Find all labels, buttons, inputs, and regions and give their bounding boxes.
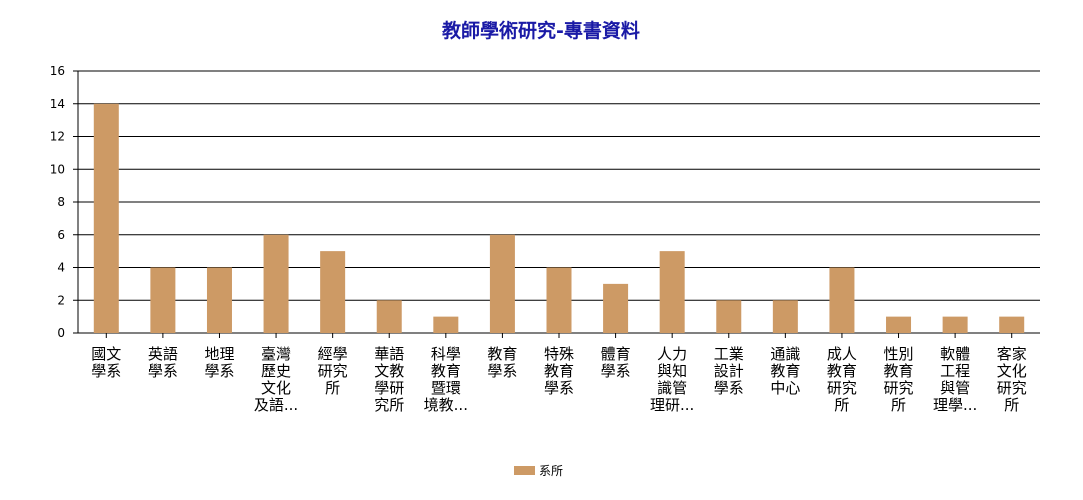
y-tick-label: 12 — [50, 130, 65, 144]
bar — [603, 283, 629, 333]
x-tick-label: 與知 — [657, 362, 687, 380]
x-tick-label: 華語 — [374, 345, 404, 363]
bar — [772, 300, 798, 333]
bar — [376, 300, 402, 333]
x-tick-label: 學系 — [714, 379, 744, 397]
x-tick-label: 人力 — [657, 345, 687, 363]
x-tick-label: 所 — [1004, 396, 1019, 414]
bar — [93, 103, 119, 333]
legend-swatch-0 — [514, 466, 535, 475]
x-tick-label: 識管 — [657, 379, 687, 397]
y-tick-label: 2 — [57, 293, 65, 307]
x-tick-label: 教育 — [770, 362, 800, 380]
x-tick-label: 教育 — [487, 345, 517, 363]
chart-title: 教師學術研究-專書資料 — [442, 19, 640, 42]
x-tick-label: 學系 — [601, 362, 631, 380]
x-tick-label: 經學 — [318, 345, 348, 363]
x-tick-label: 中心 — [770, 379, 800, 397]
x-tick-label: 境教... — [424, 396, 468, 414]
bars — [93, 103, 1025, 333]
bar — [942, 316, 968, 333]
x-tick-label: 學系 — [148, 362, 178, 380]
y-tick-label: 0 — [57, 326, 65, 340]
y-axis: 0 2 4 6 8 10 12 14 16 — [50, 64, 79, 340]
x-tick-label: 所 — [891, 396, 906, 414]
x-tick-label: 及語... — [254, 396, 298, 414]
y-tick-label: 4 — [57, 261, 65, 275]
bar — [489, 234, 515, 333]
x-tick-label: 工業 — [714, 345, 744, 363]
x-tick-label: 究所 — [374, 396, 404, 414]
x-tick-label: 設計 — [714, 362, 744, 380]
y-tick-label: 16 — [50, 64, 65, 78]
x-tick-label: 與管 — [940, 379, 970, 397]
x-tick-label: 教育 — [431, 362, 461, 380]
x-tick-label: 地理 — [204, 345, 234, 363]
x-tick-label: 所 — [325, 379, 340, 397]
x-tick-label: 體育 — [601, 345, 631, 363]
x-tick-label: 學研 — [374, 379, 404, 397]
bar — [546, 267, 572, 333]
x-tick-label: 科學 — [431, 345, 461, 363]
legend-label-0: 系所 — [539, 464, 563, 478]
x-tick-label: 教育 — [827, 362, 857, 380]
bar — [999, 316, 1025, 333]
x-tick-label: 教育 — [544, 362, 574, 380]
x-tick-label: 通識 — [770, 345, 800, 363]
x-tick-label: 英語 — [148, 345, 178, 363]
bar — [659, 251, 685, 333]
x-tick-label: 文教 — [374, 362, 404, 380]
y-tick-label: 6 — [57, 228, 65, 242]
x-tick-label: 所 — [834, 396, 849, 414]
x-tick-label: 研究 — [827, 379, 857, 397]
x-tick-label: 教育 — [884, 362, 914, 380]
x-tick-label: 理學... — [933, 396, 977, 414]
x-tick-label: 國文 — [91, 345, 121, 363]
y-tick-label: 14 — [50, 97, 65, 111]
y-tick-label: 10 — [50, 162, 65, 176]
bar — [206, 267, 232, 333]
gridlines — [78, 70, 1040, 334]
x-tick-label: 特殊 — [544, 345, 574, 363]
x-tick-label: 歷史 — [261, 362, 291, 380]
x-tick-label: 研究 — [884, 379, 914, 397]
bar — [320, 251, 346, 333]
bar — [829, 267, 855, 333]
x-tick-label: 研究 — [318, 362, 348, 380]
bar — [886, 316, 912, 333]
x-tick-label: 成人 — [827, 345, 857, 363]
x-tick-label: 文化 — [261, 379, 291, 397]
x-tick-label: 客家 — [997, 345, 1027, 363]
bar — [263, 234, 289, 333]
x-tick-label: 學系 — [204, 362, 234, 380]
legend: 系所 — [514, 464, 563, 478]
y-tick-label: 8 — [57, 195, 65, 209]
bar — [716, 300, 742, 333]
x-tick-label: 暨環 — [431, 379, 461, 397]
bar — [150, 267, 176, 333]
x-tick-label: 臺灣 — [261, 345, 291, 363]
x-tick-label: 學系 — [544, 379, 574, 397]
x-axis: 國文學系英語學系地理學系臺灣歷史文化及語...經學研究所華語文教學研究所科學教育… — [91, 333, 1027, 414]
x-tick-label: 學系 — [487, 362, 517, 380]
x-tick-label: 工程 — [940, 362, 970, 380]
x-tick-label: 性別 — [884, 345, 914, 363]
x-tick-label: 學系 — [91, 362, 121, 380]
x-tick-label: 文化 — [997, 362, 1027, 380]
x-tick-label: 軟體 — [940, 345, 970, 363]
x-tick-label: 理研... — [650, 396, 694, 414]
bar — [433, 316, 459, 333]
x-tick-label: 研究 — [997, 379, 1027, 397]
